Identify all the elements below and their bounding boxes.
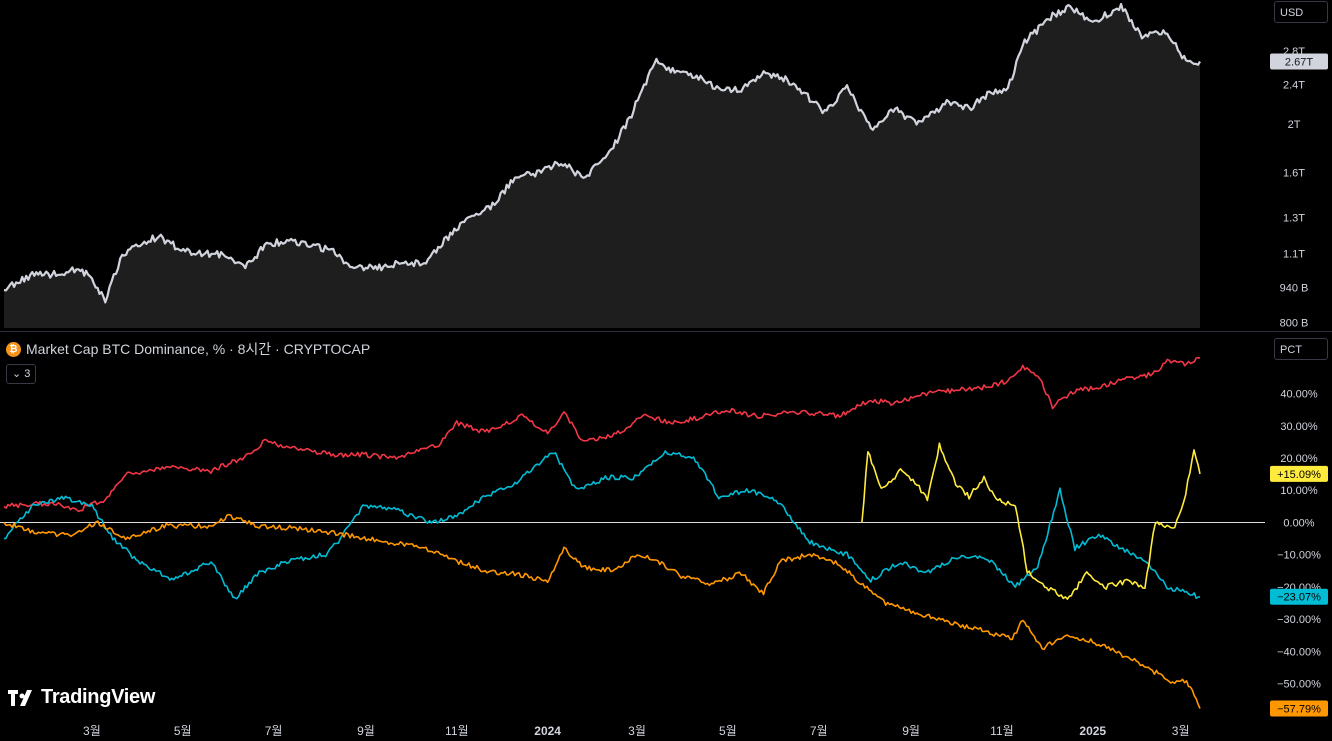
price-axis-tick-label: 1.6T [1283,167,1305,179]
bitcoin-icon: ₿ [6,341,21,357]
pct-axis-tick-label: −40.00% [1277,646,1321,658]
tradingview-logo-icon [8,689,32,706]
price-axis-tick-label: 2.4T [1283,80,1305,92]
time-axis-tick-label: 3월 [628,724,646,738]
dominance-series-line-4[interactable] [861,442,1201,600]
dominance-series-last-value-4-bg [1270,465,1328,482]
pct-axis-tick-label: 10.00% [1280,485,1318,497]
dominance-series-line-1[interactable] [3,356,1201,513]
dominance-series-last-value-3: −57.79% [1277,704,1321,716]
market-cap-last-value-label-bg [1270,53,1328,70]
time-axis-tick-label: 7월 [810,724,828,738]
pct-axis-tick-label: 20.00% [1280,453,1318,465]
pct-axis-tick-label: −30.00% [1277,614,1321,626]
market-cap-line[interactable] [3,2,1201,304]
time-axis-tick-label: 11월 [445,724,469,738]
time-axis-tick-label: 5월 [719,724,737,738]
time-axis-tick-label: 9월 [902,724,920,738]
tradingview-logo[interactable]: TradingView [8,686,155,709]
series-legend[interactable]: ₿ Market Cap BTC Dominance, % · 8시간 · CR… [6,339,370,359]
time-axis-tick-label: 11월 [990,724,1014,738]
chevron-down-icon: ⌄ [12,368,22,380]
pct-axis-tick-label: 0.00% [1283,517,1314,529]
collapse-legend-button[interactable]: ⌄ 3 [6,364,37,384]
time-axis-tick-label: 5월 [174,724,192,738]
price-axis-tick-label: 1.1T [1283,249,1305,261]
price-scale-mode-button[interactable]: USD [1274,1,1328,23]
time-axis-tick-label: 9월 [357,724,375,738]
price-axis-tick-label: 800 B [1280,318,1309,330]
logo-text: TradingView [41,686,156,708]
time-axis-tick-label: 2025 [1079,724,1106,738]
dominance-series-line-3[interactable] [3,513,1201,709]
pct-axis-tick-label: 40.00% [1280,389,1318,401]
dominance-series-last-value-2: −23.07% [1277,592,1321,604]
pct-scale-mode-button[interactable]: PCT [1274,338,1328,360]
time-axis-tick-label: 3월 [83,724,101,738]
market-cap-last-value-label: 2.67T [1285,57,1313,69]
price-axis-tick-label: 2T [1288,119,1301,131]
legend-title: Market Cap BTC Dominance, % · 8시간 · CRYP… [26,341,371,357]
time-axis-tick-label: 3월 [1172,724,1190,738]
price-axis-tick-label: 1.3T [1283,212,1305,224]
price-axis-tick-label: 940 B [1280,283,1309,295]
time-axis-tick-label: 7월 [265,724,283,738]
market-cap-area-fill [4,4,1200,328]
time-axis[interactable]: 3월 5월 7월 9월 11월 2024 3월 5월 7월 9월 11월 2025 3월 [83,724,1189,738]
collapsed-count: 3 [24,368,31,380]
pct-axis-tick-label: −50.00% [1277,678,1321,690]
dominance-series-last-value-2-bg [1270,588,1328,605]
dominance-series-last-value-4: +15.09% [1277,469,1321,481]
pct-axis-tick-label: −10.00% [1277,550,1321,562]
dominance-pane[interactable]: 40.00%30.00%20.00%10.00%0.00%−10.00%−20.… [0,356,1328,717]
dominance-series-last-value-3-bg [1270,700,1328,717]
dominance-series-line-2[interactable] [3,450,1201,600]
pct-axis-tick-label: 30.00% [1280,421,1318,433]
time-axis-tick-label: 2024 [534,724,561,738]
